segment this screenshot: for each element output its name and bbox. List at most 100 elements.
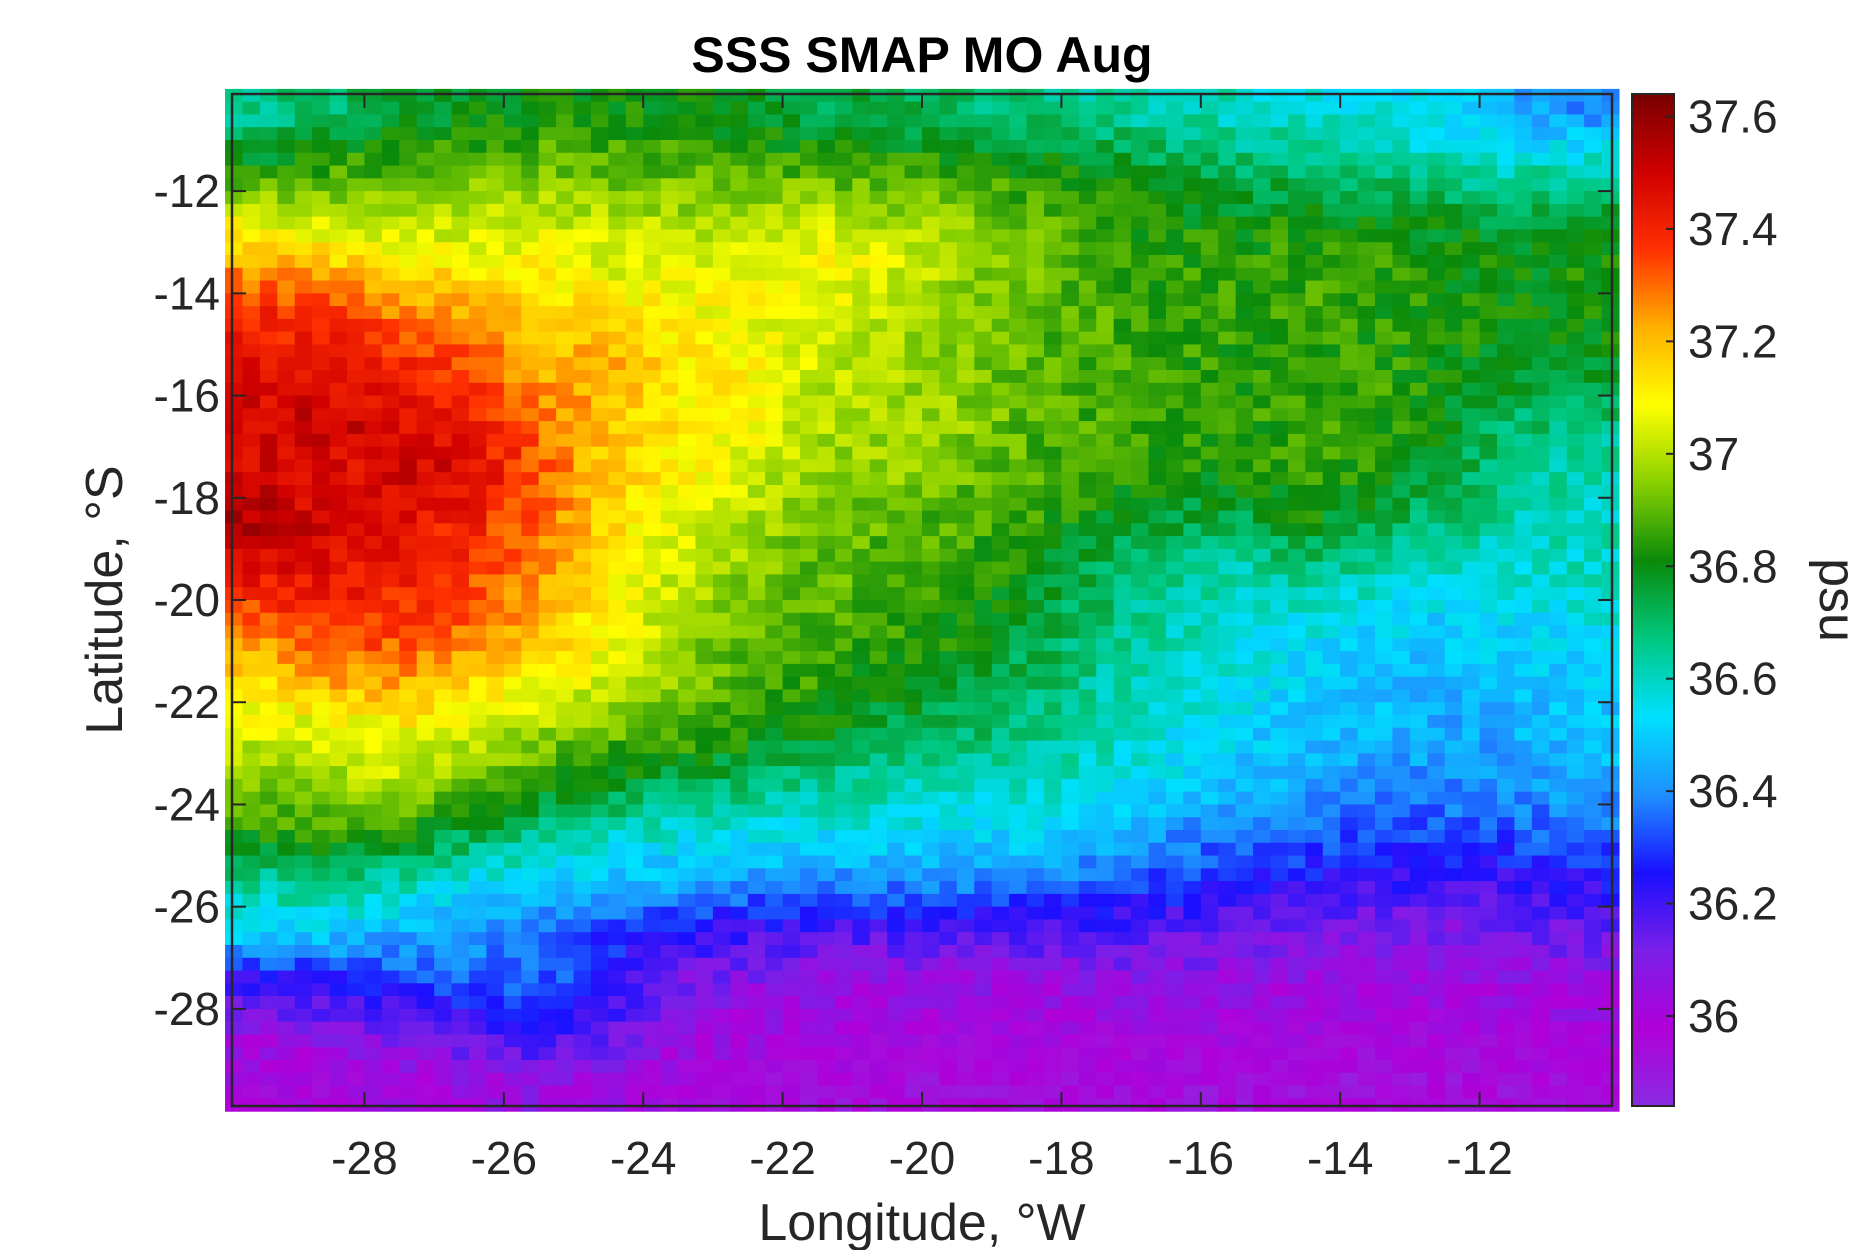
heatmap-cell	[974, 574, 993, 588]
heatmap-cell	[486, 306, 505, 320]
heatmap-cell	[1287, 101, 1306, 116]
heatmap-cell	[521, 472, 540, 486]
heatmap-cell	[242, 216, 261, 231]
heatmap-cell	[834, 600, 853, 614]
heatmap-cell	[974, 178, 993, 192]
heatmap-cell	[1531, 651, 1550, 665]
heatmap-cell	[782, 152, 801, 167]
heatmap-cell	[521, 395, 540, 409]
heatmap-cell	[503, 127, 522, 141]
heatmap-cell	[1479, 203, 1498, 218]
heatmap-cell	[608, 830, 627, 844]
heatmap-cell	[800, 548, 819, 563]
heatmap-cell	[956, 676, 975, 691]
heatmap-cell	[800, 459, 819, 473]
heatmap-cell	[329, 715, 348, 729]
heatmap-cell	[1427, 280, 1446, 294]
heatmap-cell	[625, 625, 644, 639]
heatmap-cell	[1009, 638, 1028, 652]
heatmap-cell	[939, 229, 958, 243]
heatmap-cell	[1340, 587, 1359, 601]
heatmap-cell	[556, 715, 575, 729]
heatmap-cell	[1305, 574, 1324, 588]
heatmap-cell	[242, 382, 261, 397]
heatmap-cell	[225, 600, 244, 614]
heatmap-cell	[1061, 804, 1080, 818]
heatmap-cell	[1462, 727, 1481, 742]
heatmap-cell	[660, 191, 679, 205]
heatmap-cell	[1183, 612, 1202, 627]
heatmap-cell	[1497, 548, 1516, 563]
heatmap-cell	[468, 344, 487, 358]
heatmap-cell	[1375, 357, 1394, 371]
heatmap-cell	[1287, 689, 1306, 703]
heatmap-cell	[1409, 868, 1428, 882]
heatmap-cell	[1514, 370, 1533, 384]
heatmap-cell	[817, 203, 836, 218]
heatmap-cell	[538, 574, 557, 588]
heatmap-cell	[573, 727, 592, 742]
heatmap-cell	[904, 152, 923, 167]
heatmap-cell	[1165, 459, 1184, 473]
heatmap-cell	[922, 638, 941, 652]
heatmap-cell	[1549, 612, 1568, 627]
heatmap-cell	[1584, 600, 1603, 614]
heatmap-cell	[991, 446, 1010, 461]
heatmap-cell	[468, 791, 487, 806]
heatmap-cell	[712, 370, 731, 384]
heatmap-cell	[451, 638, 470, 652]
heatmap-cell	[294, 306, 313, 320]
heatmap-cell	[434, 702, 453, 716]
heatmap-cell	[1479, 548, 1498, 563]
heatmap-cell	[922, 203, 941, 218]
heatmap-cell	[1462, 817, 1481, 831]
heatmap-cell	[765, 331, 784, 346]
heatmap-cell	[1375, 472, 1394, 486]
heatmap-cell	[1514, 408, 1533, 422]
heatmap-cell	[503, 459, 522, 473]
heatmap-cell	[922, 830, 941, 844]
heatmap-cell	[486, 178, 505, 192]
heatmap-cell	[347, 689, 366, 703]
heatmap-cell	[765, 267, 784, 282]
heatmap-cell	[1061, 216, 1080, 231]
heatmap-cell	[1270, 280, 1289, 294]
heatmap-cell	[573, 574, 592, 588]
heatmap-cell	[922, 855, 941, 869]
heatmap-cell	[1357, 255, 1376, 269]
heatmap-cell	[1148, 830, 1167, 844]
heatmap-cell	[1479, 727, 1498, 742]
heatmap-cell	[834, 548, 853, 563]
heatmap-cell	[451, 663, 470, 678]
heatmap-cell	[956, 625, 975, 639]
heatmap-cell	[1392, 421, 1411, 435]
heatmap-cell	[1322, 331, 1341, 346]
heatmap-cell	[1479, 791, 1498, 806]
heatmap-cell	[747, 306, 766, 320]
heatmap-cell	[486, 842, 505, 857]
heatmap-cell	[573, 318, 592, 333]
heatmap-cell	[852, 267, 871, 282]
heatmap-cell	[486, 408, 505, 422]
heatmap-cell	[991, 727, 1010, 742]
heatmap-cell	[608, 293, 627, 307]
heatmap-cell	[625, 638, 644, 652]
heatmap-cell	[608, 778, 627, 793]
heatmap-cell	[1026, 689, 1045, 703]
heatmap-cell	[939, 459, 958, 473]
heatmap-cell	[1409, 663, 1428, 678]
heatmap-cell	[329, 382, 348, 397]
heatmap-cell	[1270, 510, 1289, 524]
heatmap-cell	[1497, 382, 1516, 397]
heatmap-cell	[1218, 88, 1237, 103]
heatmap-cell	[1183, 855, 1202, 869]
heatmap-cell	[503, 587, 522, 601]
heatmap-cell	[782, 663, 801, 678]
heatmap-cell	[1409, 625, 1428, 639]
heatmap-cell	[625, 178, 644, 192]
heatmap-cell	[1531, 357, 1550, 371]
heatmap-cell	[817, 165, 836, 179]
heatmap-cell	[486, 472, 505, 486]
heatmap-cell	[1392, 165, 1411, 179]
heatmap-cell	[451, 817, 470, 831]
